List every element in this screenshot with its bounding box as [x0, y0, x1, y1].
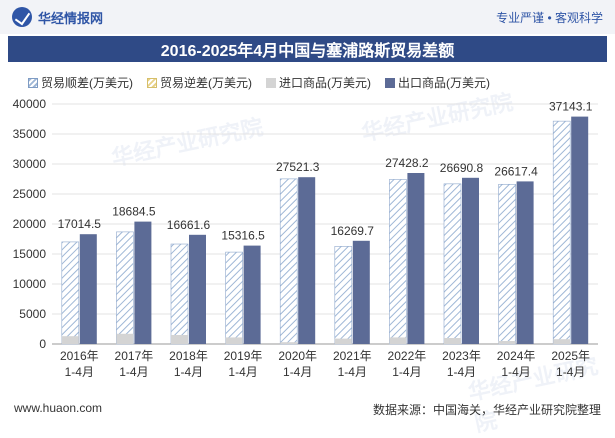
legend-label-surplus: 贸易顺差(万美元) [41, 76, 133, 90]
data-label: 27428.2 [385, 156, 429, 170]
export-bar [462, 177, 479, 344]
export-bar [134, 221, 152, 344]
x-tick-label: 2021年 1-4月 [333, 349, 372, 379]
brand-name: 华经情报网 [38, 10, 104, 26]
legend-swatch-import [266, 77, 276, 88]
x-tick-label: 2024年 1-4月 [497, 349, 536, 379]
y-tick-label: 40000 [13, 97, 47, 111]
x-tick-label: 2018年 1-4月 [169, 349, 208, 379]
x-tick-label: 2020年 1-4月 [278, 349, 317, 379]
surplus-bar [498, 183, 516, 345]
x-tick-label: 2022年 1-4月 [388, 349, 427, 379]
title-bar: 2016-2025年4月中国与塞浦路斯贸易差额 [8, 36, 607, 62]
x-tick-label: 2017年 1-4月 [115, 349, 154, 379]
export-bar [298, 177, 316, 344]
x-tick-label: 2025年 1-4月 [551, 349, 590, 379]
data-label: 18684.5 [112, 205, 156, 219]
surplus-bar [170, 243, 189, 345]
export-bar [79, 234, 97, 344]
y-tick-label: 35000 [13, 127, 47, 141]
surplus-bar [225, 251, 243, 345]
footer-website: www.huaon.com [14, 401, 103, 415]
logo-icon [12, 7, 32, 27]
data-label: 27521.3 [276, 160, 320, 174]
export-bar [407, 173, 425, 344]
data-label: 37143.1 [549, 100, 593, 114]
import-bar [61, 336, 79, 344]
x-tick-label: 2023年 1-4月 [442, 349, 481, 379]
export-bar [243, 245, 261, 344]
legend-swatch-deficit [147, 77, 157, 88]
data-label: 15316.5 [221, 229, 265, 243]
import-bar [444, 338, 461, 344]
legend-item-deficit: 贸易逆差(万美元) [147, 74, 252, 91]
import-bar [225, 337, 243, 344]
legend-label-export: 出口商品(万美元) [398, 76, 490, 90]
y-tick-label: 15000 [13, 247, 47, 261]
data-label: 17014.5 [58, 217, 102, 231]
chart-legend: 贸易顺差(万美元) 贸易逆差(万美元) 进口商品(万美元) 出口商品(万美元) [28, 74, 490, 91]
import-bar [171, 335, 188, 344]
y-tick-label: 20000 [13, 217, 47, 231]
legend-label-deficit: 贸易逆差(万美元) [160, 76, 252, 90]
y-tick-label: 30000 [13, 157, 47, 171]
export-bar [352, 240, 370, 344]
import-bar [498, 341, 516, 344]
y-tick-label: 10000 [13, 277, 47, 291]
chart-title: 2016-2025年4月中国与塞浦路斯贸易差额 [160, 43, 455, 60]
bar-chart: 0 5000 10000 15000 20000 25000 30000 35000 40000… [13, 97, 598, 379]
surplus-bar [279, 178, 298, 345]
x-tick-label: 2019年 1-4月 [224, 349, 263, 379]
y-tick-label: 25000 [13, 187, 47, 201]
legend-swatch-surplus [28, 77, 38, 88]
export-bar [189, 234, 206, 344]
data-label: 26617.4 [494, 164, 538, 178]
legend-item-export: 出口商品(万美元) [385, 74, 490, 91]
surplus-bar [552, 120, 571, 345]
y-tick-label: 0 [39, 337, 46, 351]
import-bar [280, 342, 298, 344]
import-bar [553, 339, 571, 344]
data-label: 26690.8 [440, 161, 484, 175]
footer-source: 数据来源：中国海关，华经产业研究院整理 [372, 403, 601, 417]
legend-item-surplus: 贸易顺差(万美元) [28, 74, 133, 91]
top-bar: 华经情报网 专业严谨 • 客观科学 [0, 0, 615, 34]
import-bar [116, 333, 134, 344]
surplus-bar [389, 179, 407, 345]
surplus-bar [443, 183, 462, 345]
y-tick-label: 5000 [19, 307, 46, 321]
brand: 华经情报网 [12, 7, 103, 27]
legend-item-import: 进口商品(万美元) [266, 74, 371, 91]
legend-label-import: 进口商品(万美元) [279, 76, 371, 90]
export-bar [516, 181, 534, 344]
data-label: 16269.7 [331, 224, 375, 238]
data-label: 16661.6 [167, 218, 211, 232]
surplus-bar [116, 231, 134, 345]
import-bar [389, 337, 407, 344]
x-tick-label: 2016年 1-4月 [60, 349, 99, 379]
legend-swatch-export [385, 77, 395, 88]
import-bar [334, 338, 352, 344]
surplus-bar [334, 246, 353, 345]
export-bar [571, 116, 589, 344]
surplus-bar [61, 241, 80, 345]
slogan: 专业严谨 • 客观科学 [496, 11, 603, 25]
